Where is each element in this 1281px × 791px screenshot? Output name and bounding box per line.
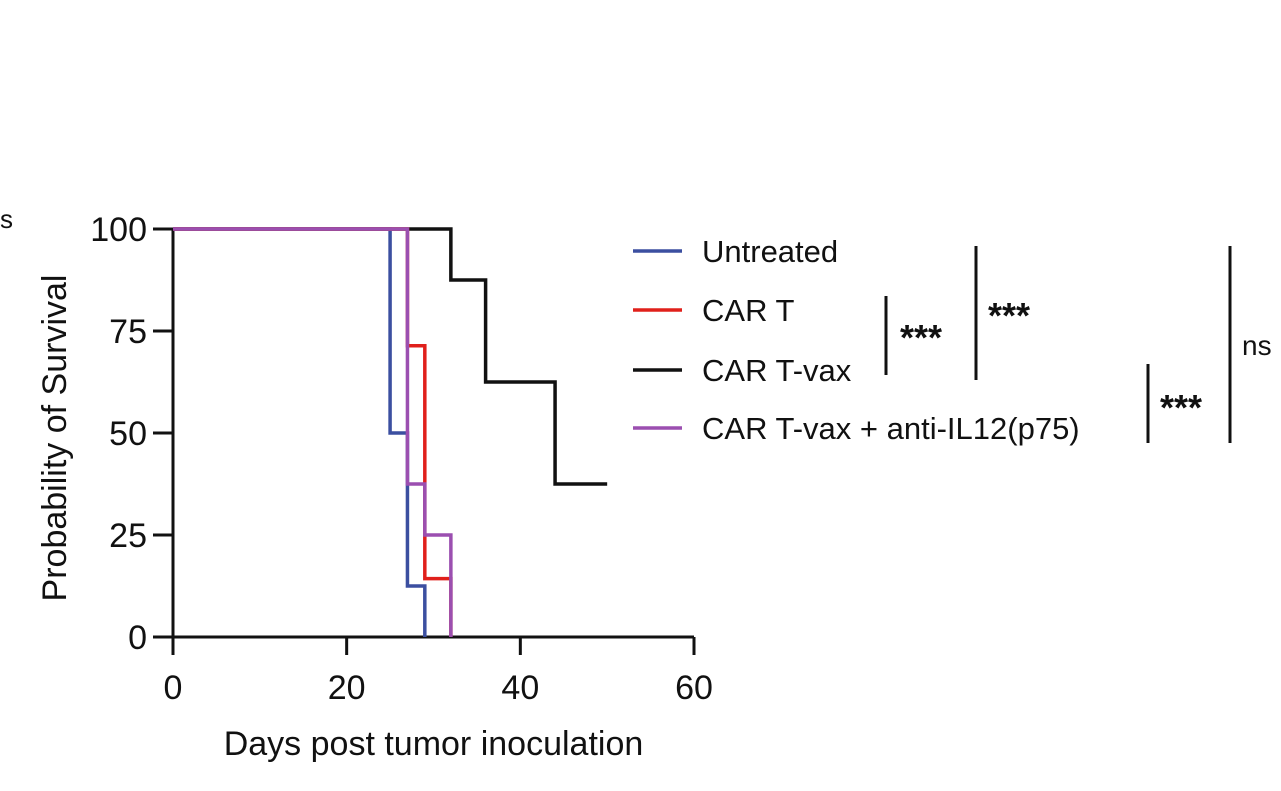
y-tick-label-75: 75 [109, 313, 147, 351]
sig-label-1: *** [988, 295, 1030, 336]
y-axis-title: Probability of Survival [36, 275, 74, 602]
legend-label-1: CAR T [702, 293, 795, 328]
x-tick-label-60: 60 [675, 669, 713, 707]
x-tick-label-0: 0 [164, 669, 183, 707]
axes: 0 25 50 75 100 0 20 40 60 Days post tumor inocula… [36, 211, 713, 763]
sig-label-0: *** [900, 317, 942, 358]
cropped-edge-text: s [0, 204, 13, 234]
series-line-untreated [173, 227, 427, 637]
x-axis-title: Days post tumor inoculation [224, 725, 644, 763]
y-tick-label-0: 0 [128, 619, 147, 657]
y-tick-label-100: 100 [90, 211, 147, 249]
significance-brackets: *** *** *** ns [884, 246, 1272, 443]
legend-label-2: CAR T-vax [702, 353, 852, 388]
series-line-car-t-vax-anti-il12-p75- [173, 227, 453, 637]
sig-label-2: *** [1160, 387, 1202, 428]
series-line-car-t-vax [173, 227, 608, 486]
legend-label-0: Untreated [702, 234, 838, 269]
x-tick-label-20: 20 [328, 669, 366, 707]
series-layer [173, 227, 608, 637]
y-tick-label-25: 25 [109, 517, 147, 555]
sig-label-3: ns [1242, 330, 1272, 361]
x-tick-label-40: 40 [501, 669, 539, 707]
y-tick-label-50: 50 [109, 415, 147, 453]
legend-label-3: CAR T-vax + anti-IL12(p75) [702, 411, 1080, 446]
legend: Untreated CAR T CAR T-vax CAR T-vax + anti-… [633, 234, 1080, 446]
